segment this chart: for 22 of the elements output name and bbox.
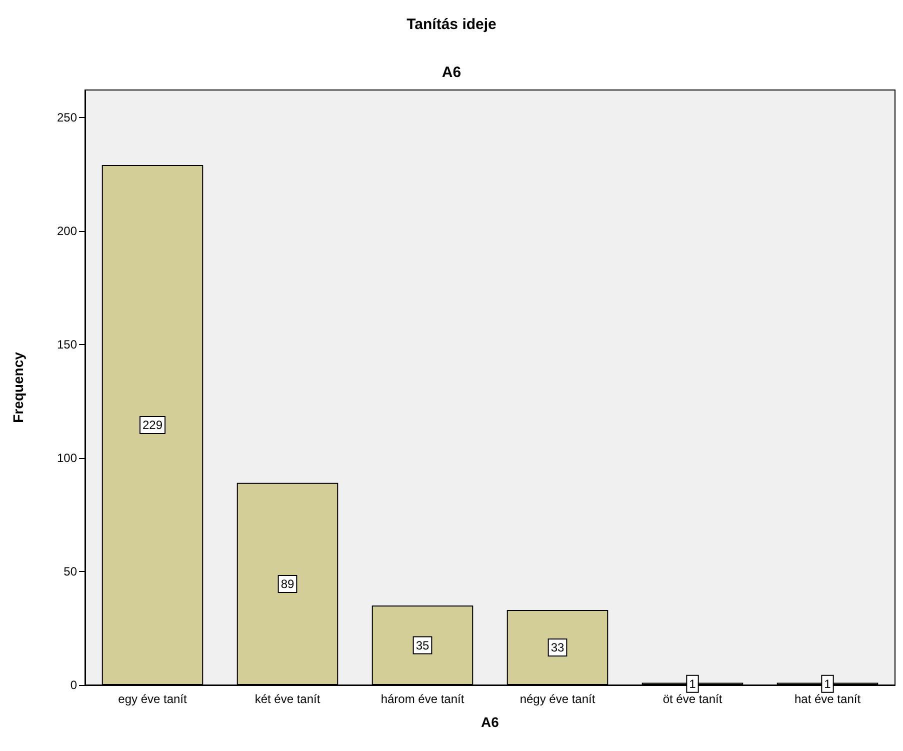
x-tick-label: két éve tanít: [254, 692, 321, 706]
x-tick-label: hat éve tanít: [794, 692, 862, 706]
x-tick-label: egy éve tanít: [118, 692, 188, 706]
y-tick-label: 150: [56, 337, 78, 352]
chart-subtitle: A6: [442, 64, 462, 81]
data-label: 89: [280, 576, 294, 591]
data-label: 1: [689, 676, 696, 691]
chart-title: Tanítás ideje: [406, 16, 496, 33]
x-tick-label: három éve tanít: [380, 692, 465, 706]
data-label: 229: [142, 418, 163, 432]
data-label: 33: [550, 640, 564, 655]
y-axis-title: Frequency: [10, 352, 26, 423]
y-tick-label: 200: [56, 224, 78, 238]
x-axis-title: A6: [481, 714, 500, 730]
data-label: 35: [416, 638, 430, 652]
y-tick-label: 0: [70, 678, 78, 692]
y-tick-label: 100: [56, 450, 78, 465]
x-tick-label: négy éve tanít: [520, 692, 596, 706]
y-tick-label: 50: [64, 564, 78, 578]
y-tick-label: 250: [56, 110, 78, 124]
data-label: 1: [824, 676, 832, 691]
x-tick-label: öt éve tanít: [662, 692, 723, 706]
